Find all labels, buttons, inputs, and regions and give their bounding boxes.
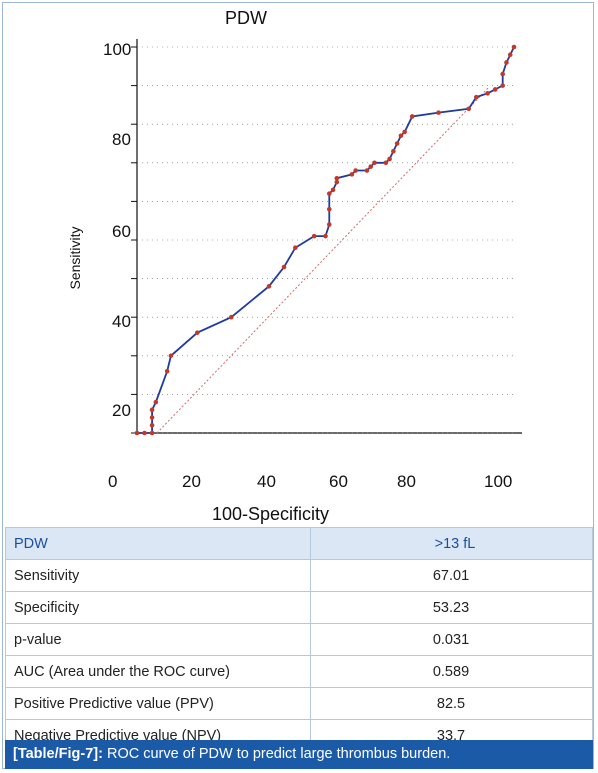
table-cell-label: p-value bbox=[5, 623, 311, 656]
roc-point bbox=[326, 191, 332, 196]
roc-point bbox=[500, 71, 505, 77]
y-axis-label: Sensitivity bbox=[67, 226, 83, 290]
table-cell-label: Positive Predictive value (PPV) bbox=[5, 687, 311, 720]
roc-point bbox=[164, 368, 170, 374]
roc-curve-line bbox=[137, 46, 515, 434]
roc-point bbox=[334, 179, 340, 185]
roc-point bbox=[153, 399, 159, 405]
y-tick-label: 60 bbox=[112, 222, 131, 241]
caption-text: ROC curve of PDW to predict large thromb… bbox=[102, 746, 451, 762]
table-row: Specificity 53.23 bbox=[5, 591, 593, 624]
roc-point bbox=[387, 156, 392, 162]
caption-label: [Table/Fig-7]: bbox=[13, 746, 103, 762]
roc-point bbox=[149, 422, 155, 428]
y-tick-label: 40 bbox=[112, 312, 131, 331]
chart-axes bbox=[131, 39, 522, 434]
roc-chart bbox=[131, 39, 522, 436]
x-tick-label: 60 bbox=[329, 472, 348, 491]
table-cell-label: Sensitivity bbox=[5, 559, 311, 592]
x-tick-label: 80 bbox=[397, 472, 416, 491]
roc-point bbox=[266, 284, 272, 289]
roc-point bbox=[466, 106, 472, 112]
roc-point bbox=[402, 129, 407, 135]
roc-point bbox=[372, 160, 377, 166]
roc-point bbox=[168, 353, 174, 359]
roc-point bbox=[326, 222, 332, 227]
roc-point bbox=[149, 407, 155, 413]
roc-point bbox=[436, 110, 441, 115]
roc-point bbox=[349, 172, 355, 177]
roc-point bbox=[228, 314, 234, 320]
roc-point bbox=[500, 83, 505, 88]
roc-point bbox=[149, 415, 155, 420]
table-cell-value: 67.01 bbox=[310, 559, 593, 592]
figure-caption: [Table/Fig-7]: ROC curve of PDW to predi… bbox=[5, 740, 593, 769]
roc-point bbox=[353, 168, 358, 173]
roc-point bbox=[326, 206, 332, 212]
roc-point bbox=[394, 141, 400, 146]
table-header-cell: >13 fL bbox=[310, 527, 593, 560]
reference-diagonal-line bbox=[156, 86, 490, 434]
table-cell-value: 0.031 bbox=[310, 623, 593, 656]
roc-point bbox=[485, 91, 490, 96]
roc-point bbox=[492, 87, 498, 92]
roc-point bbox=[398, 133, 404, 139]
reference-line bbox=[156, 86, 490, 434]
x-tick-label: 100 bbox=[484, 472, 513, 491]
y-tick-label: 80 bbox=[112, 130, 131, 149]
roc-curve-group bbox=[134, 44, 517, 436]
table-cell-label: Specificity bbox=[5, 591, 311, 624]
roc-point bbox=[504, 60, 509, 65]
roc-point bbox=[474, 94, 479, 100]
table-cell-label: AUC (Area under the ROC curve) bbox=[5, 655, 311, 688]
x-tick-label: 40 bbox=[257, 472, 276, 491]
roc-point bbox=[142, 430, 147, 436]
roc-point bbox=[368, 164, 374, 169]
x-tick-label: 0 bbox=[108, 472, 118, 491]
roc-point bbox=[334, 175, 340, 181]
table-cell-value: 53.23 bbox=[310, 591, 593, 624]
y-tick-label: 100 bbox=[103, 40, 132, 59]
roc-point bbox=[311, 233, 317, 239]
roc-point bbox=[364, 168, 370, 173]
roc-point bbox=[383, 160, 389, 166]
y-tick-label: 20 bbox=[112, 401, 131, 420]
roc-point bbox=[293, 245, 298, 251]
table-row: Sensitivity 67.01 bbox=[5, 559, 593, 592]
roc-point bbox=[511, 44, 517, 50]
x-tick-label: 20 bbox=[182, 472, 201, 491]
table-row: Positive Predictive value (PPV) 82.5 bbox=[5, 687, 593, 720]
chart-title: PDW bbox=[225, 8, 267, 28]
roc-point bbox=[323, 233, 328, 239]
table-cell-value: 0.589 bbox=[310, 655, 593, 688]
roc-point bbox=[391, 148, 396, 154]
table-cell-value: 82.5 bbox=[310, 687, 593, 720]
table-row: AUC (Area under the ROC curve) 0.589 bbox=[5, 655, 593, 688]
table-row: p-value 0.031 bbox=[5, 623, 593, 656]
table-header-row: PDW >13 fL bbox=[5, 527, 593, 560]
roc-point bbox=[134, 430, 140, 436]
roc-point bbox=[195, 330, 200, 335]
x-axis-label: 100-Specificity bbox=[212, 504, 330, 524]
stats-table: PDW >13 fL Sensitivity 67.01 Specificity… bbox=[5, 527, 593, 752]
roc-point bbox=[507, 52, 513, 58]
roc-point bbox=[281, 264, 287, 270]
roc-point bbox=[149, 430, 155, 436]
roc-point bbox=[409, 114, 415, 119]
roc-point bbox=[330, 187, 336, 193]
table-header-cell: PDW bbox=[5, 527, 311, 560]
